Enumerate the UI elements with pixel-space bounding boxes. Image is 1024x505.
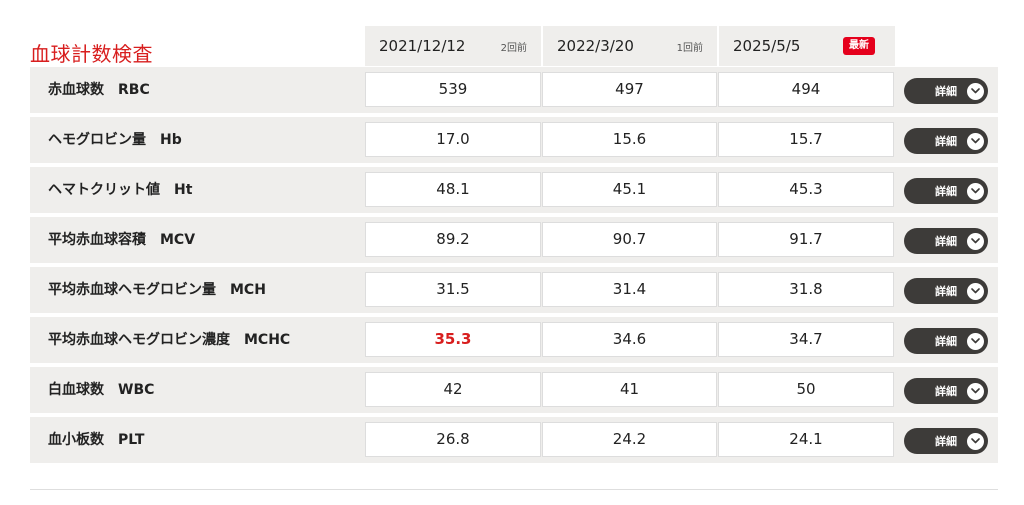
column-date: 2022/3/20	[557, 37, 634, 55]
value-cell: 45.1	[542, 172, 717, 207]
table-row: 平均赤血球ヘモグロビン濃度 MCHC 35.3 34.6 34.7 詳細	[30, 317, 998, 363]
value-cell: 15.7	[718, 122, 894, 157]
value-cell: 31.4	[542, 272, 717, 307]
table-row: 平均赤血球容積 MCV 89.2 90.7 91.7 詳細	[30, 217, 998, 263]
value-cell: 45.3	[718, 172, 894, 207]
column-header-2025-5-5: 2025/5/5 最新	[719, 26, 895, 66]
chevron-down-icon	[967, 432, 984, 450]
table-row: 赤血球数 RBC 539 497 494 詳細	[30, 67, 998, 113]
value-cell: 89.2	[365, 222, 541, 257]
test-item-name: 平均赤血球ヘモグロビン濃度 MCHC	[48, 332, 291, 348]
column-date: 2021/12/12	[379, 37, 466, 55]
detail-button[interactable]: 詳細	[904, 228, 988, 254]
value-cell: 24.1	[718, 422, 894, 457]
value-cell: 494	[718, 72, 894, 107]
value-cell: 497	[542, 72, 717, 107]
value-cell: 24.2	[542, 422, 717, 457]
value-cell: 15.6	[542, 122, 717, 157]
detail-button-label: 詳細	[935, 335, 957, 348]
detail-button[interactable]: 詳細	[904, 278, 988, 304]
detail-button-label: 詳細	[935, 235, 957, 248]
column-header-2022-3-20: 2022/3/20 1回前	[543, 26, 717, 66]
test-item-name: 平均赤血球ヘモグロビン量 MCH	[48, 282, 266, 298]
detail-button[interactable]: 詳細	[904, 128, 988, 154]
test-item-name: 赤血球数 RBC	[48, 82, 150, 98]
test-item-name: 血小板数 PLT	[48, 432, 145, 448]
test-item-name: 平均赤血球容積 MCV	[48, 232, 196, 248]
chevron-down-icon	[967, 382, 984, 400]
table-row: 平均赤血球ヘモグロビン量 MCH 31.5 31.4 31.8 詳細	[30, 267, 998, 313]
detail-button[interactable]: 詳細	[904, 428, 988, 454]
latest-badge: 最新	[843, 37, 875, 55]
detail-button[interactable]: 詳細	[904, 378, 988, 404]
value-cell: 50	[718, 372, 894, 407]
detail-button-label: 詳細	[935, 285, 957, 298]
chevron-down-icon	[967, 282, 984, 300]
value-cell-flagged: 35.3	[365, 322, 541, 357]
value-cell: 34.7	[718, 322, 894, 357]
test-item-name: ヘモグロビン量 Hb	[48, 132, 182, 148]
chevron-down-icon	[967, 82, 984, 100]
detail-button-label: 詳細	[935, 435, 957, 448]
results-table: 赤血球数 RBC 539 497 494 詳細 ヘモグロビン量 Hb 17.0 15.6 15.…	[30, 67, 998, 467]
value-cell: 91.7	[718, 222, 894, 257]
detail-button-label: 詳細	[935, 135, 957, 148]
detail-button[interactable]: 詳細	[904, 328, 988, 354]
section-title: 血球計数検査	[30, 41, 153, 66]
detail-button-label: 詳細	[935, 85, 957, 98]
value-cell: 539	[365, 72, 541, 107]
table-row: ヘマトクリット値 Ht 48.1 45.1 45.3 詳細	[30, 167, 998, 213]
detail-button-label: 詳細	[935, 385, 957, 398]
divider	[30, 489, 998, 490]
value-cell: 26.8	[365, 422, 541, 457]
value-cell: 48.1	[365, 172, 541, 207]
detail-button[interactable]: 詳細	[904, 178, 988, 204]
chevron-down-icon	[967, 132, 984, 150]
value-cell: 31.5	[365, 272, 541, 307]
chevron-down-icon	[967, 182, 984, 200]
column-relative-label: 2回前	[500, 42, 527, 54]
column-date: 2025/5/5	[733, 37, 801, 55]
column-header-2021-12-12: 2021/12/12 2回前	[365, 26, 541, 66]
test-item-name: ヘマトクリット値 Ht	[48, 182, 193, 198]
value-cell: 42	[365, 372, 541, 407]
test-item-name: 白血球数 WBC	[48, 382, 155, 398]
detail-button-label: 詳細	[935, 185, 957, 198]
table-row: 白血球数 WBC 42 41 50 詳細	[30, 367, 998, 413]
value-cell: 31.8	[718, 272, 894, 307]
chevron-down-icon	[967, 232, 984, 250]
table-row: ヘモグロビン量 Hb 17.0 15.6 15.7 詳細	[30, 117, 998, 163]
value-cell: 41	[542, 372, 717, 407]
value-cell: 90.7	[542, 222, 717, 257]
chevron-down-icon	[967, 332, 984, 350]
value-cell: 34.6	[542, 322, 717, 357]
table-row: 血小板数 PLT 26.8 24.2 24.1 詳細	[30, 417, 998, 463]
column-relative-label: 1回前	[676, 42, 703, 54]
value-cell: 17.0	[365, 122, 541, 157]
detail-button[interactable]: 詳細	[904, 78, 988, 104]
